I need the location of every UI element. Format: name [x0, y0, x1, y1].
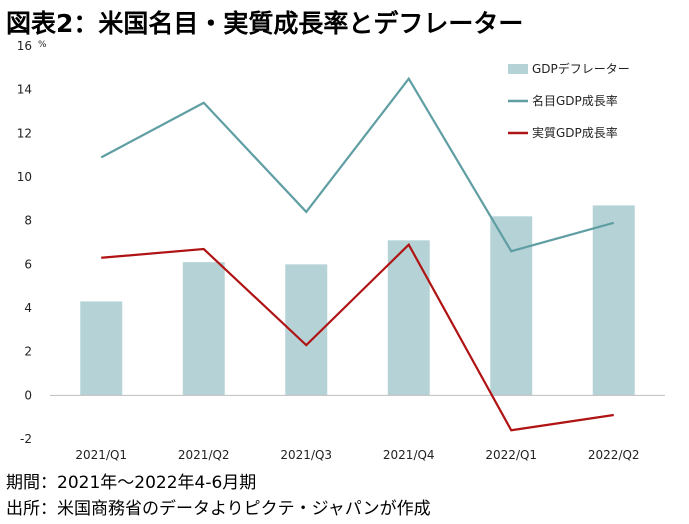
y-tick-label: -2 — [20, 432, 32, 446]
y-tick-label: 12 — [17, 126, 32, 140]
bar — [80, 301, 123, 396]
bar — [387, 240, 430, 396]
legend-label: 実質GDP成長率 — [532, 125, 618, 140]
y-tick-label: 14 — [17, 83, 32, 97]
x-tick-label: 2021/Q3 — [280, 448, 332, 462]
bar — [182, 262, 225, 396]
period-note: 期間：2021年～2022年4-6月期 — [6, 473, 257, 493]
series-line — [101, 242, 614, 432]
y-tick-label: 10 — [17, 170, 32, 184]
legend-swatch — [508, 64, 528, 74]
bar — [592, 205, 635, 396]
y-tick-label: 2 — [24, 345, 32, 359]
series-line — [100, 76, 615, 253]
legend-label: 名目GDP成長率 — [532, 93, 618, 108]
y-tick-label: 16 — [17, 39, 32, 53]
y-tick-label: 0 — [24, 388, 32, 402]
y-tick-label: 6 — [24, 257, 32, 271]
y-unit-label: % — [38, 40, 47, 50]
x-tick-label: 2021/Q2 — [178, 448, 230, 462]
x-tick-label: 2021/Q1 — [75, 448, 127, 462]
x-tick-label: 2022/Q1 — [485, 448, 537, 462]
legend-label: GDPデフレーター — [532, 61, 630, 76]
y-tick-label: 4 — [24, 301, 32, 315]
x-tick-label: 2022/Q2 — [588, 448, 640, 462]
bar — [285, 264, 328, 396]
source-note: 出所：米国商務省のデータよりピクテ・ジャパンが作成 — [6, 499, 431, 519]
x-tick-label: 2021/Q4 — [383, 448, 435, 462]
chart-title: 図表2：米国名目・実質成長率とデフレーター — [6, 9, 524, 38]
y-tick-label: 8 — [24, 214, 32, 228]
bar — [490, 216, 533, 396]
